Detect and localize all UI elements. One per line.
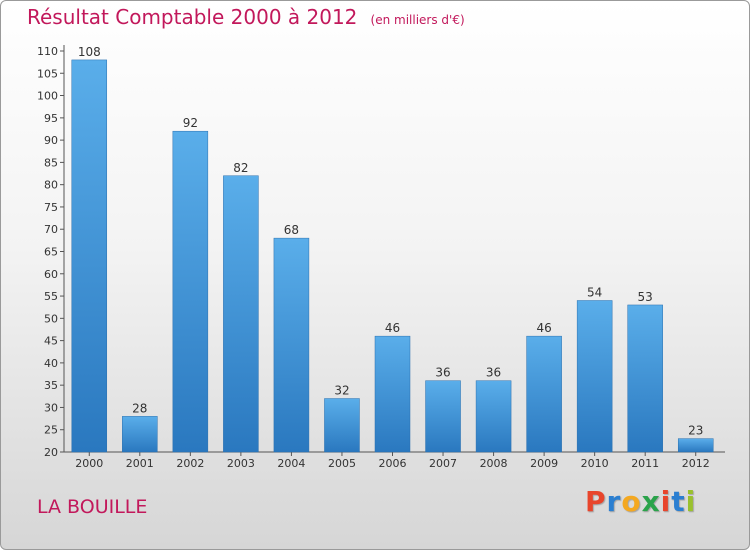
x-tick-label: 2003: [227, 457, 255, 470]
y-tick-label: 105: [37, 67, 58, 80]
bar-2002: [172, 130, 209, 453]
chart-title: Résultat Comptable 2000 à 2012: [27, 5, 358, 29]
axes: 20 25 30 35 40 45 50 55 60 65 70 75 80 85 90 95 100 105 11…: [37, 45, 725, 470]
y-tick-label: 100: [37, 90, 58, 103]
x-tick-label: 2005: [328, 457, 356, 470]
data-label: 54: [587, 286, 602, 300]
y-tick-label: 60: [44, 268, 58, 281]
logo-letter: r: [606, 485, 622, 518]
x-tick-label: 2011: [631, 457, 659, 470]
data-label: 68: [284, 223, 299, 237]
bar-2012: [677, 438, 714, 453]
logo-letter: x: [641, 485, 661, 518]
y-tick-label: 35: [44, 379, 58, 392]
y-tick-label: 25: [44, 424, 58, 437]
y-tick-label: 45: [44, 335, 58, 348]
y-tick-label: 20: [44, 446, 58, 459]
x-tick-label: 2009: [530, 457, 558, 470]
logo-letter: o: [621, 485, 642, 518]
data-labels: 108 28 92 82 68 32 46 36 36 46 54 53 23: [78, 45, 704, 438]
bars: [71, 59, 714, 453]
bar-2004: [273, 237, 310, 453]
x-tick-label: 2001: [126, 457, 154, 470]
data-label: 36: [435, 366, 450, 380]
bar-2011: [627, 304, 663, 453]
data-label: 28: [132, 401, 147, 415]
y-tick-label: 85: [44, 156, 58, 169]
bar-2005: [324, 398, 360, 453]
data-label: 23: [688, 424, 703, 438]
x-tick-label: 2010: [581, 457, 609, 470]
bar-2009: [526, 335, 562, 453]
bar-2001: [122, 416, 158, 453]
x-tick-label: 2008: [480, 457, 508, 470]
x-tick-label: 2007: [429, 457, 457, 470]
data-label: 46: [536, 321, 551, 335]
y-tick-label: 65: [44, 246, 58, 259]
data-label: 92: [183, 116, 198, 130]
bar-2006: [374, 335, 411, 453]
bar-2008: [475, 380, 512, 453]
location-name: LA BOUILLE: [37, 496, 148, 518]
x-tick-label: 2004: [277, 457, 305, 470]
y-tick-label: 40: [44, 357, 58, 370]
x-tick-label: 2012: [682, 457, 710, 470]
title-line: Résultat Comptable 2000 à 2012 (en milli…: [27, 5, 465, 29]
logo-letter: P: [585, 485, 607, 518]
x-tick-label: 2002: [176, 457, 204, 470]
y-tick-label: 90: [44, 134, 58, 147]
logo-letter: i: [660, 485, 672, 518]
y-tick-label: 50: [44, 312, 58, 325]
proxiti-logo[interactable]: Proxiti: [585, 485, 696, 518]
bar-2007: [425, 380, 461, 453]
chart-subtitle: (en milliers d'€): [370, 13, 465, 27]
x-tick-label: 2000: [75, 457, 103, 470]
x-tick-label: 2006: [379, 457, 407, 470]
data-label: 46: [385, 321, 400, 335]
y-tick-label: 70: [44, 223, 58, 236]
logo-letter: t: [671, 485, 686, 518]
y-tick-label: 30: [44, 401, 58, 414]
data-label: 82: [233, 161, 248, 175]
data-label: 32: [334, 384, 349, 398]
bar-2003: [223, 175, 259, 453]
data-label: 108: [78, 45, 101, 59]
bar-2000: [71, 59, 108, 453]
y-tick-label: 95: [44, 112, 58, 125]
data-label: 36: [486, 366, 501, 380]
logo-letter: i: [685, 485, 697, 518]
y-tick-label: 80: [44, 179, 58, 192]
y-tick-label: 110: [37, 45, 58, 58]
bar-2010: [576, 300, 613, 453]
data-label: 53: [638, 290, 653, 304]
y-tick-label: 55: [44, 290, 58, 303]
y-tick-label: 75: [44, 201, 58, 214]
